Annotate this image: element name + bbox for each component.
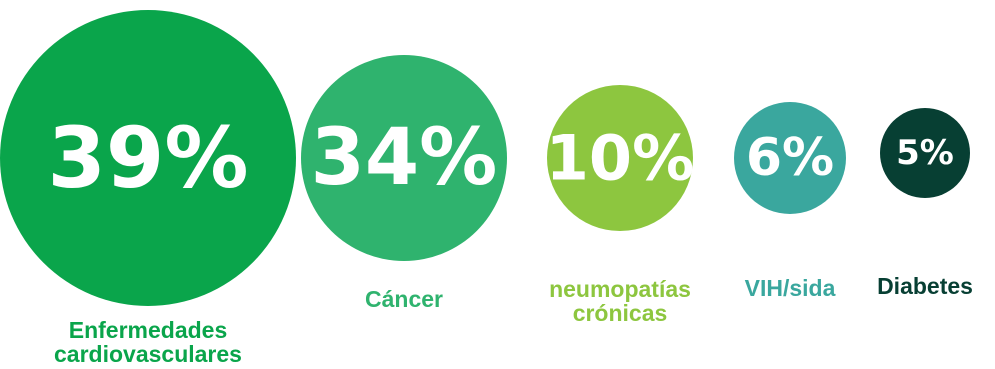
bubble-value-label-0: 39% [47, 109, 248, 207]
category-label-4-line-0: Diabetes [877, 273, 973, 299]
bubble-circle-4 [880, 108, 970, 198]
bubble-group-1: 34% Cáncer [301, 55, 507, 312]
bubble-value-label-1: 34% [311, 113, 498, 203]
bubble-value-label-4: 5% [896, 133, 954, 173]
bubble-circle-3 [734, 102, 846, 214]
bubble-circle-2 [547, 85, 693, 231]
category-label-2-line-0: neumopatías [549, 276, 691, 302]
category-label-2-line-1: crónicas [573, 300, 668, 326]
bubble-group-3: 6% VIH/sida [734, 102, 846, 301]
category-label-1-line-0: Cáncer [365, 286, 443, 312]
bubble-value-label-2: 10% [546, 122, 694, 195]
category-label-0-line-0: Enfermedades [69, 317, 228, 343]
bubble-value-label-3: 6% [746, 128, 834, 188]
bubble-group-4: 5% Diabetes [877, 108, 973, 299]
bubble-circle-1 [301, 55, 507, 261]
category-label-0-line-1: cardiovasculares [54, 341, 242, 367]
category-label-3-line-0: VIH/sida [745, 275, 836, 301]
bubble-circle-0 [0, 10, 296, 306]
